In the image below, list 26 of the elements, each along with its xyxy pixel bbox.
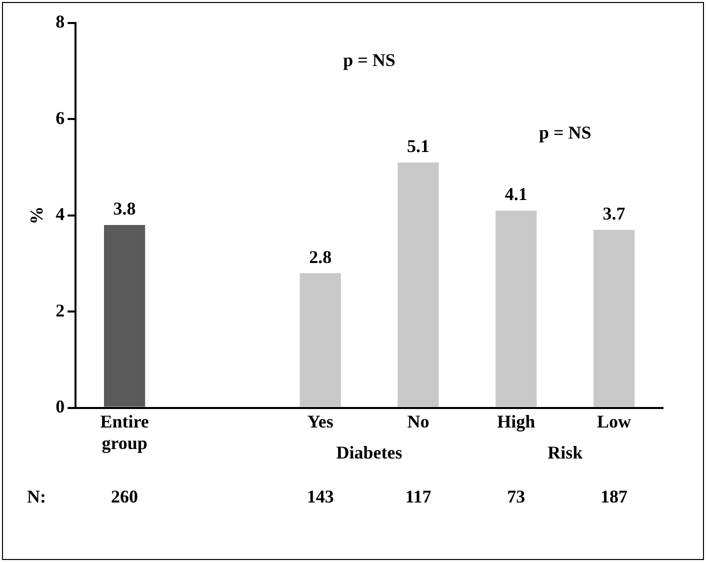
text: 73 [507,486,526,506]
x-tick-label: Yes [307,411,334,432]
y-axis-title: % [26,206,46,224]
annotation: p = NS [538,122,592,142]
x-tick-label: Entire group [100,411,149,453]
text: 117 [405,486,432,506]
data-label: 2.8 [309,246,332,267]
text: N: [26,486,46,506]
text: 143 [306,486,334,506]
y-tick-label: 8 [56,12,65,32]
text: 187 [600,486,628,506]
data-label: 5.1 [407,136,430,156]
annotation: p = NS [343,50,396,70]
data-label: 3.7 [602,203,626,224]
x-tick-label: No [407,411,430,432]
x-tick-label: Low [597,411,632,432]
text: Risk [548,442,583,462]
x-tick-label: High [497,411,536,432]
data-label: 3.8 [113,198,136,219]
y-tick-label: 0 [56,396,65,416]
y-tick-label: 6 [56,108,65,128]
data-label: 4.1 [504,184,528,204]
text: Diabetes [336,442,402,462]
y-tick-label: 4 [56,204,65,224]
y-tick-label: 2 [56,300,65,320]
text: 260 [111,486,138,506]
